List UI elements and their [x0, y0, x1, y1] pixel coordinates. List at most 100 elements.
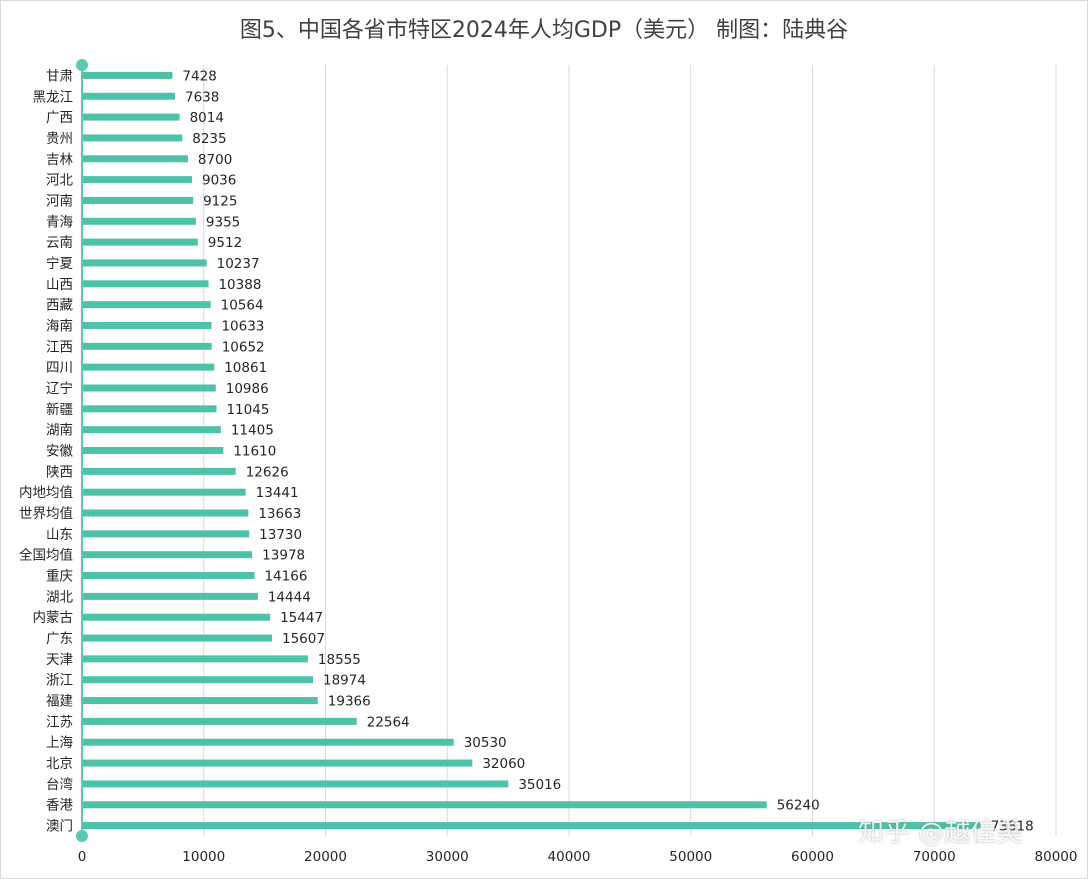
value-label: 30530	[464, 735, 507, 751]
value-label: 10986	[226, 381, 269, 397]
category-label: 西藏	[46, 298, 73, 314]
bar	[82, 738, 454, 746]
category-label: 香港	[46, 798, 73, 814]
bar	[82, 592, 258, 600]
category-label: 内蒙古	[33, 610, 74, 626]
value-label: 14166	[264, 569, 307, 585]
category-label: 浙江	[46, 673, 73, 689]
category-label: 广西	[46, 110, 73, 126]
value-label: 11610	[233, 444, 276, 460]
category-label: 天津	[46, 652, 73, 668]
bar	[82, 697, 318, 705]
value-label: 18974	[323, 673, 366, 689]
bar	[82, 447, 224, 454]
value-label: 13730	[259, 527, 302, 543]
category-label: 云南	[46, 235, 73, 251]
value-label: 10564	[221, 298, 264, 314]
category-label: 山西	[46, 277, 73, 293]
axis-end-marker	[76, 830, 88, 842]
category-label: 上海	[46, 735, 73, 751]
bar	[82, 196, 194, 204]
bar	[82, 259, 207, 267]
bar	[82, 217, 196, 225]
value-label: 56240	[777, 798, 820, 814]
chart-title: 图5、中国各省市特区2024年人均GDP（美元） 制图：陆典谷	[239, 18, 849, 43]
bar	[82, 530, 250, 538]
value-label: 35016	[518, 777, 561, 793]
bar	[82, 280, 209, 288]
category-label: 江苏	[46, 714, 73, 730]
category-label: 重庆	[46, 569, 73, 585]
bar	[82, 759, 473, 767]
bar	[82, 551, 253, 559]
bar	[82, 384, 216, 392]
value-label: 73818	[991, 819, 1034, 835]
category-label: 黑龙江	[33, 89, 74, 105]
value-label: 22564	[367, 714, 410, 730]
value-label: 32060	[482, 756, 525, 772]
category-label: 吉林	[46, 152, 73, 168]
value-label: 9036	[202, 173, 236, 189]
bar	[82, 134, 183, 142]
bar	[82, 92, 175, 100]
category-label: 四川	[46, 360, 73, 376]
bar	[82, 405, 217, 413]
x-tick-label: 70000	[913, 849, 956, 865]
category-label: 湖南	[46, 423, 73, 439]
bar	[82, 488, 246, 496]
value-label: 8014	[190, 110, 224, 126]
bar	[82, 363, 215, 371]
value-label: 9355	[206, 214, 240, 230]
value-label: 10861	[224, 360, 267, 376]
bar	[82, 613, 271, 621]
value-label: 10633	[221, 318, 264, 334]
category-label: 河南	[46, 193, 73, 209]
value-label: 13441	[256, 485, 299, 501]
value-label: 12626	[246, 464, 289, 480]
x-tick-label: 20000	[304, 849, 347, 865]
category-label: 全国均值	[19, 547, 73, 564]
bar	[82, 71, 173, 79]
value-label: 13663	[258, 506, 301, 522]
value-label: 11405	[231, 423, 274, 439]
category-label: 台湾	[46, 776, 73, 793]
watermark-text: 知乎 @越佳美	[858, 818, 1023, 848]
bar	[82, 655, 308, 663]
category-label: 内地均值	[19, 485, 73, 501]
category-label: 湖北	[46, 589, 73, 605]
category-label: 贵州	[46, 131, 73, 147]
bar	[82, 801, 767, 809]
value-label: 19366	[328, 694, 371, 710]
x-tick-label: 80000	[1035, 849, 1078, 865]
value-label: 10388	[218, 277, 261, 293]
category-label: 海南	[46, 318, 73, 334]
category-label: 青海	[46, 214, 73, 230]
value-label: 15607	[282, 631, 325, 647]
bar	[82, 321, 212, 329]
bar	[82, 780, 509, 788]
bar	[82, 426, 221, 434]
bar	[82, 238, 198, 246]
value-label: 7638	[185, 89, 219, 105]
bar	[82, 113, 180, 121]
value-label: 11045	[226, 402, 269, 418]
category-label: 北京	[46, 756, 73, 772]
x-tick-label: 0	[78, 849, 87, 865]
value-label: 9512	[208, 235, 242, 251]
value-label: 15447	[280, 610, 323, 626]
category-label: 江西	[46, 339, 73, 355]
category-label: 福建	[46, 694, 73, 710]
bar	[82, 634, 273, 642]
value-label: 14444	[268, 589, 311, 605]
value-label: 10652	[222, 339, 265, 355]
x-tick-label: 10000	[182, 849, 225, 865]
bar	[82, 155, 188, 163]
value-label: 18555	[318, 652, 361, 668]
bar	[82, 301, 211, 309]
value-label: 7428	[182, 68, 216, 84]
bar	[82, 822, 981, 830]
category-label: 新疆	[46, 402, 73, 418]
category-label: 宁夏	[46, 255, 73, 272]
